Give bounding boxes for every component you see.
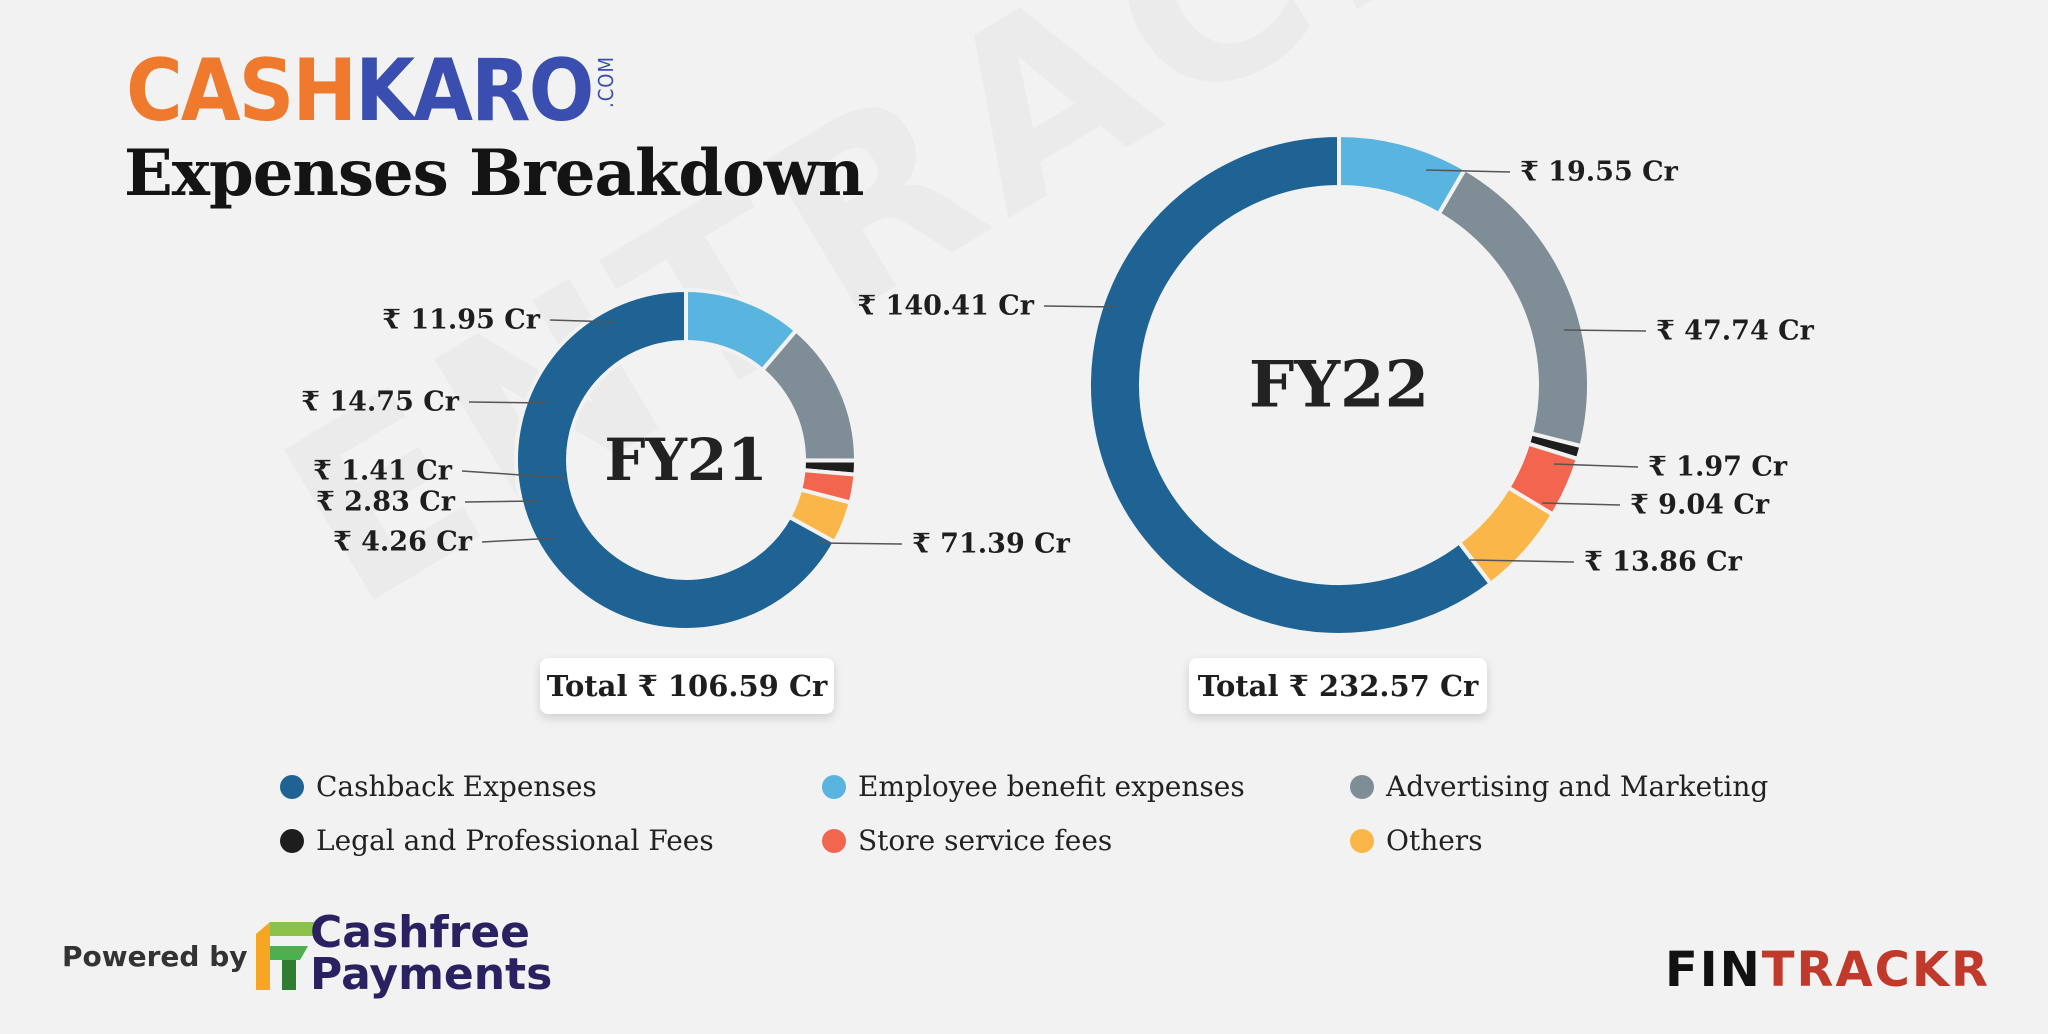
slice-cashback bbox=[514, 287, 838, 632]
data-label-cashback: ₹ 140.41 Cr bbox=[857, 291, 1034, 322]
data-label-store: ₹ 2.83 Cr bbox=[316, 487, 456, 518]
logo-part-karo: KARO bbox=[355, 41, 594, 141]
fintrackr-part2: TRACKR bbox=[1761, 942, 1990, 998]
fintrackr-logo: FINTRACKR bbox=[1665, 942, 1990, 998]
data-label-employee: ₹ 11.95 Cr bbox=[382, 305, 541, 336]
data-label-legal: ₹ 1.97 Cr bbox=[1648, 452, 1788, 483]
page-title: Expenses Breakdown bbox=[124, 136, 864, 211]
donut-fy21: FY21 ₹ 11.95 Cr ₹ 14.75 Cr ₹ 1.41 Cr₹ 2.83 … bbox=[301, 287, 1071, 632]
leader-line bbox=[1043, 305, 1117, 308]
legend-label: Cashback Expenses bbox=[316, 770, 597, 803]
leader-line bbox=[461, 470, 567, 479]
leader-line bbox=[1469, 559, 1575, 563]
legend-label: Advertising and Marketing bbox=[1386, 770, 1769, 803]
leader-line bbox=[468, 401, 549, 404]
legend-item-cashback: Cashback Expenses bbox=[280, 770, 597, 803]
donut-fy22: FY22 ₹ 19.55 Cr ₹ 47.74 Cr ₹ 1.97 Cr ₹ 9.04 … bbox=[857, 132, 1815, 637]
data-label-store: ₹ 9.04 Cr bbox=[1630, 490, 1770, 521]
cashkaro-logo: CASH KARO .COM bbox=[126, 41, 618, 141]
fintrackr-part1: FIN bbox=[1664, 942, 1762, 998]
sponsor-line2: Payments bbox=[310, 949, 553, 1000]
legend-item-others: Others bbox=[1350, 824, 1483, 857]
slice-advertising bbox=[1436, 166, 1591, 449]
fy22-total-box: Total ₹ 232.57 Cr bbox=[1189, 658, 1487, 714]
slice-cashback bbox=[1087, 132, 1494, 637]
legend-label: Store service fees bbox=[858, 824, 1113, 857]
leader-line bbox=[1553, 463, 1639, 468]
donut-center-label: FY22 bbox=[1249, 348, 1429, 423]
cashfree-payments-wordmark: Cashfree Payments bbox=[310, 907, 553, 1000]
leader-line bbox=[464, 500, 541, 503]
legend-swatch bbox=[280, 774, 304, 799]
data-label-employee: ₹ 19.55 Cr bbox=[1520, 157, 1679, 188]
fy21-total-box: Total ₹ 106.59 Cr bbox=[540, 658, 834, 714]
powered-by-label: Powered by bbox=[62, 940, 248, 973]
legend-swatch bbox=[1350, 774, 1374, 799]
data-label-legal: ₹ 1.41 Cr bbox=[313, 456, 453, 487]
legend-swatch bbox=[822, 828, 846, 853]
donut-center-label: FY21 bbox=[604, 426, 767, 494]
legend-swatch bbox=[822, 774, 846, 799]
data-label-cashback: ₹ 71.39 Cr bbox=[912, 529, 1071, 560]
legend-item-legal: Legal and Professional Fees bbox=[280, 824, 714, 857]
legend-label: Others bbox=[1386, 824, 1483, 857]
legend-item-store: Store service fees bbox=[822, 824, 1112, 857]
data-label-advertising: ₹ 47.74 Cr bbox=[1656, 316, 1815, 347]
data-label-others: ₹ 13.86 Cr bbox=[1584, 547, 1743, 578]
logo-part-cash: CASH bbox=[126, 41, 357, 141]
leader-line bbox=[481, 537, 557, 543]
legend-swatch bbox=[280, 828, 304, 853]
leader-line bbox=[1425, 169, 1511, 173]
leader-line bbox=[1563, 329, 1647, 332]
leader-line bbox=[1541, 502, 1621, 506]
legend-item-advertising: Advertising and Marketing bbox=[1350, 770, 1768, 803]
legend-swatch bbox=[1350, 828, 1374, 853]
legend-label: Legal and Professional Fees bbox=[316, 824, 714, 857]
legend-item-employee: Employee benefit expenses bbox=[822, 770, 1245, 803]
sponsor-line1: Cashfree bbox=[310, 907, 531, 958]
leader-line bbox=[817, 542, 903, 545]
leader-line bbox=[549, 319, 617, 323]
legend-label: Employee benefit expenses bbox=[858, 770, 1245, 803]
data-label-advertising: ₹ 14.75 Cr bbox=[301, 387, 460, 418]
data-label-others: ₹ 4.26 Cr bbox=[333, 527, 473, 558]
cashfree-logo-icon bbox=[256, 922, 324, 990]
